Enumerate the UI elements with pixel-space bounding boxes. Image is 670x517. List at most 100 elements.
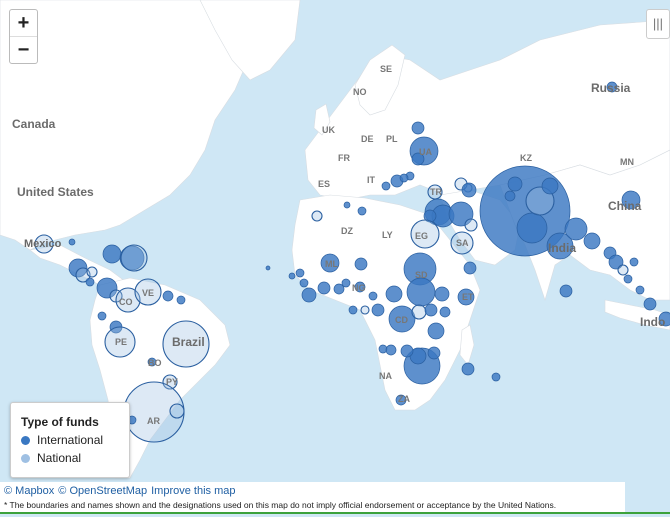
international-fund-marker[interactable]	[491, 372, 501, 382]
label-kz: KZ	[520, 153, 532, 163]
national-fund-marker[interactable]	[410, 219, 440, 249]
international-fund-marker[interactable]	[559, 284, 573, 298]
international-fund-marker[interactable]	[320, 253, 340, 273]
international-fund-marker[interactable]	[621, 190, 641, 210]
international-fund-marker[interactable]	[119, 245, 145, 271]
international-fund-marker[interactable]	[400, 344, 414, 358]
international-fund-marker[interactable]	[434, 286, 450, 302]
label-dz: DZ	[341, 226, 353, 236]
international-fund-marker[interactable]	[68, 238, 76, 246]
national-fund-marker[interactable]	[617, 264, 629, 276]
international-fund-marker[interactable]	[301, 287, 317, 303]
international-fund-marker[interactable]	[354, 281, 366, 293]
international-fund-marker[interactable]	[643, 297, 657, 311]
international-fund-marker[interactable]	[546, 232, 574, 260]
international-fund-marker[interactable]	[423, 209, 437, 223]
international-fund-marker[interactable]	[583, 232, 601, 250]
bubble-layer	[34, 81, 670, 443]
zoom-in-button[interactable]: +	[10, 10, 37, 37]
international-fund-marker[interactable]	[162, 290, 174, 302]
international-fund-marker[interactable]	[439, 306, 451, 318]
international-fund-marker[interactable]	[541, 177, 559, 195]
international-fund-marker[interactable]	[317, 281, 331, 295]
international-fund-marker[interactable]	[406, 277, 436, 307]
international-fund-marker[interactable]	[461, 362, 475, 376]
national-fund-marker[interactable]	[162, 374, 178, 390]
international-fund-marker[interactable]	[68, 258, 88, 278]
international-fund-marker[interactable]	[97, 311, 107, 321]
international-fund-marker[interactable]	[333, 283, 345, 295]
international-fund-marker[interactable]	[564, 217, 588, 241]
legend-item-international: International	[21, 433, 103, 447]
national-fund-marker[interactable]	[360, 305, 370, 315]
international-fund-marker[interactable]	[658, 311, 670, 327]
international-fund-marker[interactable]	[357, 206, 367, 216]
national-fund-marker[interactable]	[104, 326, 136, 358]
international-fund-marker[interactable]	[516, 212, 548, 244]
international-fund-marker[interactable]	[385, 285, 403, 303]
international-fund-marker[interactable]	[395, 394, 407, 406]
international-fund-marker[interactable]	[381, 181, 391, 191]
international-fund-marker[interactable]	[299, 278, 309, 288]
label-mexico: Mexico	[24, 238, 62, 250]
international-fund-marker[interactable]	[85, 277, 95, 287]
national-fund-marker[interactable]	[120, 244, 148, 272]
label-de: DE	[361, 134, 374, 144]
international-fund-marker[interactable]	[368, 291, 378, 301]
international-fund-marker[interactable]	[341, 278, 351, 288]
international-fund-marker[interactable]	[623, 274, 633, 284]
national-fund-marker[interactable]	[86, 266, 98, 278]
international-fund-marker[interactable]	[371, 303, 385, 317]
label-pl: PL	[386, 134, 398, 144]
international-fund-marker[interactable]	[399, 173, 409, 183]
legend-item-national: National	[21, 451, 81, 465]
international-fund-marker[interactable]	[348, 305, 358, 315]
international-fund-marker[interactable]	[629, 257, 639, 267]
international-fund-marker[interactable]	[457, 288, 475, 306]
international-fund-marker[interactable]	[463, 261, 477, 275]
international-fund-marker[interactable]	[295, 268, 305, 278]
international-fund-marker[interactable]	[427, 346, 441, 360]
label-sa: SA	[456, 238, 469, 248]
international-fund-marker[interactable]	[288, 272, 296, 280]
international-fund-marker[interactable]	[608, 254, 624, 270]
international-fund-marker[interactable]	[424, 303, 438, 317]
national-fund-marker[interactable]	[115, 287, 141, 313]
label-china: China	[608, 199, 642, 213]
international-fund-marker[interactable]	[265, 265, 271, 271]
layers-toggle-button[interactable]: |||	[646, 9, 670, 39]
international-fund-marker[interactable]	[427, 322, 445, 340]
national-fund-marker[interactable]	[311, 210, 323, 222]
international-fund-marker[interactable]	[388, 305, 416, 333]
international-fund-marker[interactable]	[411, 121, 425, 135]
improve-map-link[interactable]: Improve this map	[151, 485, 236, 497]
international-fund-marker[interactable]	[635, 285, 645, 295]
national-fund-marker[interactable]	[162, 320, 210, 368]
national-fund-marker[interactable]	[134, 278, 162, 306]
international-fund-marker[interactable]	[507, 176, 523, 192]
disclaimer-note: * The boundaries and names shown and the…	[4, 500, 557, 510]
label-united-states: United States	[17, 185, 94, 199]
international-dot-icon	[21, 436, 30, 445]
openstreetmap-link[interactable]: © OpenStreetMap	[58, 485, 148, 497]
international-fund-marker[interactable]	[461, 182, 477, 198]
national-fund-marker[interactable]	[464, 218, 478, 232]
international-fund-marker[interactable]	[176, 295, 186, 305]
national-fund-marker[interactable]	[411, 304, 427, 320]
national-fund-marker[interactable]	[34, 234, 54, 254]
international-fund-marker[interactable]	[504, 190, 516, 202]
international-fund-marker[interactable]	[102, 244, 122, 264]
international-fund-marker[interactable]	[411, 152, 425, 166]
international-fund-marker[interactable]	[385, 344, 397, 356]
national-fund-marker[interactable]	[450, 231, 474, 255]
international-fund-marker[interactable]	[147, 357, 157, 367]
zoom-out-button[interactable]: −	[17, 39, 30, 61]
international-fund-marker[interactable]	[96, 277, 118, 299]
national-fund-marker[interactable]	[169, 403, 185, 419]
mapbox-link[interactable]: © Mapbox	[4, 485, 55, 497]
international-fund-marker[interactable]	[354, 257, 368, 271]
international-fund-marker[interactable]	[343, 201, 351, 209]
international-fund-marker[interactable]	[606, 81, 618, 93]
national-fund-marker[interactable]	[525, 186, 555, 216]
